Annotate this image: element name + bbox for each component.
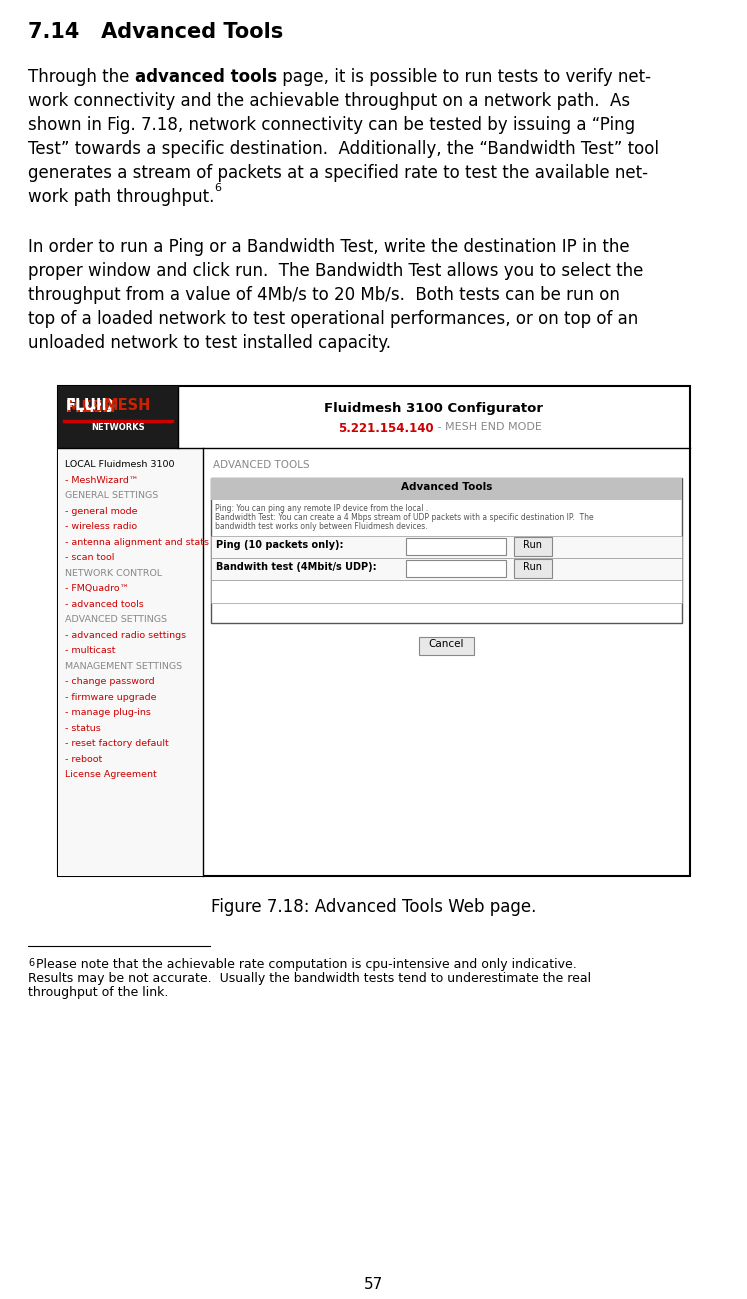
Text: throughput from a value of 4Mb/s to 20 Mb/s.  Both tests can be run on: throughput from a value of 4Mb/s to 20 M… [28,286,620,304]
Text: In order to run a Ping or a Bandwidth Test, write the destination IP in the: In order to run a Ping or a Bandwidth Te… [28,238,630,256]
Bar [58,386,690,876]
Text: - firmware upgrade: - firmware upgrade [65,692,157,701]
Bar [514,559,552,578]
Text: page, it is possible to run tests to verify net-: page, it is possible to run tests to ver… [276,68,651,86]
Bar [58,386,178,448]
Text: Run: Run [524,540,542,549]
Bar [211,559,682,579]
Text: work path throughput.: work path throughput. [28,188,214,207]
Text: MANAGEMENT SETTINGS: MANAGEMENT SETTINGS [65,661,182,670]
Text: bandwidth test works only between Fluidmesh devices.: bandwidth test works only between Fluidm… [215,522,427,531]
Text: shown in Fig. 7.18, network connectivity can be tested by issuing a “Ping: shown in Fig. 7.18, network connectivity… [28,116,635,134]
Text: Ping: You can ping any remote IP device from the local .: Ping: You can ping any remote IP device … [215,504,428,513]
Text: Results may be not accurate.  Usually the bandwidth tests tend to underestimate : Results may be not accurate. Usually the… [28,972,591,985]
Text: 6: 6 [28,957,34,968]
Text: advanced tools: advanced tools [134,68,276,86]
Bar [211,579,682,603]
Text: LOCAL Fluidmesh 3100: LOCAL Fluidmesh 3100 [65,460,175,469]
Text: 5.221.154.140: 5.221.154.140 [338,422,434,435]
Text: 7.14   Advanced Tools: 7.14 Advanced Tools [28,22,283,42]
Bar [419,637,474,655]
Text: Run: Run [524,562,542,572]
Bar [406,538,506,555]
Bar [211,478,682,624]
Text: - antenna alignment and stats: - antenna alignment and stats [65,538,209,547]
Text: unloaded network to test installed capacity.: unloaded network to test installed capac… [28,334,391,352]
Bar [211,478,682,500]
Text: 57: 57 [364,1277,383,1293]
Text: - manage plug-ins: - manage plug-ins [65,708,151,717]
Text: Bandwith test (4Mbit/s UDP):: Bandwith test (4Mbit/s UDP): [216,562,376,572]
Text: NETWORK CONTROL: NETWORK CONTROL [65,569,162,578]
Text: Fluidmesh 3100 Configurator: Fluidmesh 3100 Configurator [324,401,544,414]
Text: FLUID: FLUID [66,397,114,413]
Text: generates a stream of packets at a specified rate to test the available net-: generates a stream of packets at a speci… [28,164,648,182]
Text: Through the: Through the [28,68,134,86]
Text: ADVANCED TOOLS: ADVANCED TOOLS [213,460,309,470]
Text: work connectivity and the achievable throughput on a network path.  As: work connectivity and the achievable thr… [28,92,630,110]
Bar [514,536,552,556]
Text: Figure 7.18: Advanced Tools Web page.: Figure 7.18: Advanced Tools Web page. [211,898,536,916]
Text: 6: 6 [214,183,221,194]
Text: Test” towards a specific destination.  Additionally, the “Bandwidth Test” tool: Test” towards a specific destination. Ad… [28,140,659,158]
Text: Ping (10 packets only):: Ping (10 packets only): [216,540,344,549]
Text: Please note that the achievable rate computation is cpu-intensive and only indic: Please note that the achievable rate com… [36,957,577,970]
Text: FLUID: FLUID [66,400,116,414]
Text: - general mode: - general mode [65,507,137,516]
Bar [211,536,682,559]
Bar [406,560,506,577]
Text: - MeshWizard™: - MeshWizard™ [65,475,138,485]
Text: - reset factory default: - reset factory default [65,739,169,748]
Text: License Agreement: License Agreement [65,770,157,779]
Text: NETWORKS: NETWORKS [91,423,145,433]
Text: - FMQuadro™: - FMQuadro™ [65,585,129,594]
Text: proper window and click run.  The Bandwidth Test allows you to select the: proper window and click run. The Bandwid… [28,262,643,281]
Text: Bandwidth Test: You can create a 4 Mbps stream of UDP packets with a specific de: Bandwidth Test: You can create a 4 Mbps … [215,513,594,522]
Text: - scan tool: - scan tool [65,553,114,562]
Text: - advanced tools: - advanced tools [65,600,143,608]
Text: ADVANCED SETTINGS: ADVANCED SETTINGS [65,614,167,624]
Bar [58,448,203,876]
Text: Cancel: Cancel [429,639,464,650]
Text: - status: - status [65,724,101,733]
Text: top of a loaded network to test operational performances, or on top of an: top of a loaded network to test operatio… [28,310,638,329]
Text: - change password: - change password [65,677,155,686]
Text: MESH: MESH [104,397,152,413]
Text: MESH: MESH [40,400,116,414]
Text: - advanced radio settings: - advanced radio settings [65,630,186,639]
Text: Advanced Tools: Advanced Tools [401,482,492,492]
Text: throughput of the link.: throughput of the link. [28,986,168,999]
Text: - wireless radio: - wireless radio [65,522,137,531]
Text: - MESH END MODE: - MESH END MODE [434,422,542,433]
Text: - reboot: - reboot [65,755,102,764]
Text: - multicast: - multicast [65,646,116,655]
Text: GENERAL SETTINGS: GENERAL SETTINGS [65,491,158,500]
